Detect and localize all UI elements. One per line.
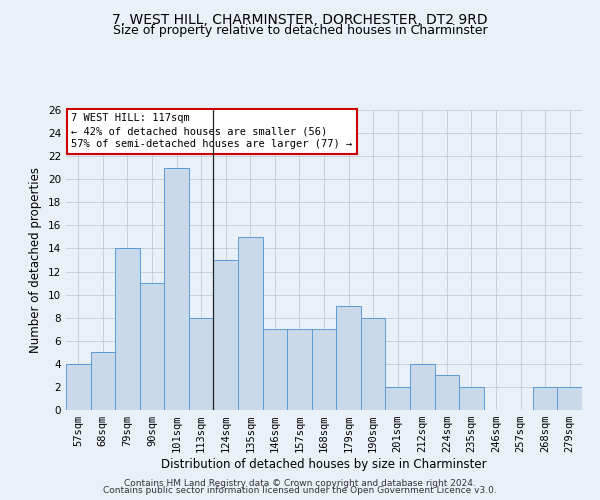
Bar bbox=[410, 364, 434, 410]
Text: 7 WEST HILL: 117sqm
← 42% of detached houses are smaller (56)
57% of semi-detach: 7 WEST HILL: 117sqm ← 42% of detached ho… bbox=[71, 113, 352, 150]
Bar bbox=[533, 387, 557, 410]
Bar bbox=[385, 387, 410, 410]
Text: 7, WEST HILL, CHARMINSTER, DORCHESTER, DT2 9RD: 7, WEST HILL, CHARMINSTER, DORCHESTER, D… bbox=[112, 12, 488, 26]
Y-axis label: Number of detached properties: Number of detached properties bbox=[29, 167, 43, 353]
Bar bbox=[115, 248, 140, 410]
Bar bbox=[140, 283, 164, 410]
Bar bbox=[238, 237, 263, 410]
Text: Contains HM Land Registry data © Crown copyright and database right 2024.: Contains HM Land Registry data © Crown c… bbox=[124, 478, 476, 488]
Bar bbox=[164, 168, 189, 410]
Bar bbox=[557, 387, 582, 410]
Bar bbox=[91, 352, 115, 410]
Bar bbox=[312, 329, 336, 410]
Bar bbox=[66, 364, 91, 410]
Text: Size of property relative to detached houses in Charminster: Size of property relative to detached ho… bbox=[113, 24, 487, 37]
Bar bbox=[336, 306, 361, 410]
Bar bbox=[459, 387, 484, 410]
X-axis label: Distribution of detached houses by size in Charminster: Distribution of detached houses by size … bbox=[161, 458, 487, 471]
Bar bbox=[434, 376, 459, 410]
Bar bbox=[263, 329, 287, 410]
Bar bbox=[214, 260, 238, 410]
Text: Contains public sector information licensed under the Open Government Licence v3: Contains public sector information licen… bbox=[103, 486, 497, 495]
Bar bbox=[287, 329, 312, 410]
Bar bbox=[189, 318, 214, 410]
Bar bbox=[361, 318, 385, 410]
